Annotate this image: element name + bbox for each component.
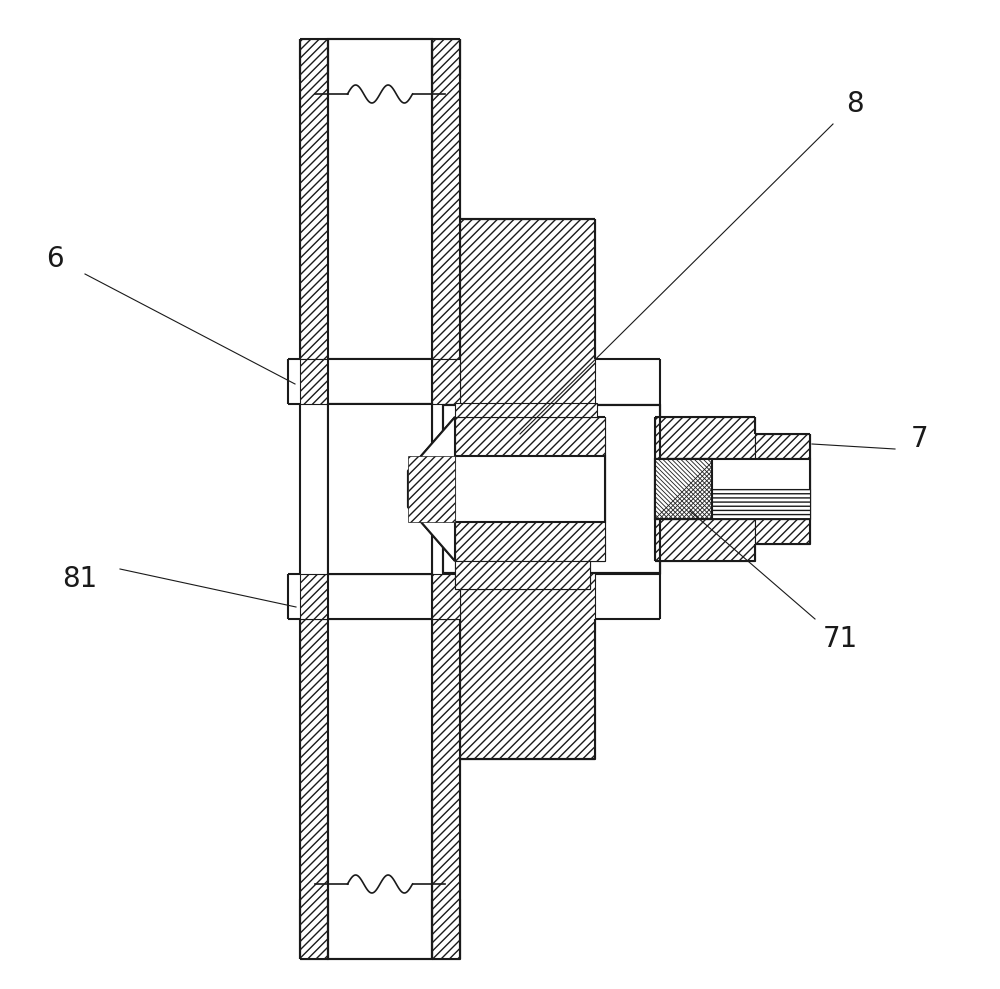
Bar	[443, 405, 660, 573]
Bar	[460, 219, 595, 759]
Bar	[300, 574, 328, 619]
Bar	[328, 359, 432, 404]
Bar	[595, 404, 660, 574]
Bar	[432, 574, 460, 619]
Text: 81: 81	[62, 565, 98, 593]
Bar	[655, 459, 810, 519]
Bar	[328, 39, 432, 359]
Bar	[655, 417, 755, 561]
Bar	[328, 404, 432, 574]
Bar	[432, 619, 460, 959]
Text: 8: 8	[846, 90, 864, 118]
Bar	[455, 403, 597, 417]
Text: 7: 7	[911, 425, 929, 453]
Text: 71: 71	[822, 625, 858, 653]
Text: 6: 6	[46, 245, 64, 273]
Bar	[300, 39, 328, 359]
Bar	[432, 359, 460, 404]
Bar	[455, 456, 605, 522]
Bar	[408, 456, 455, 522]
Bar	[655, 459, 712, 519]
Bar	[300, 359, 328, 404]
Bar	[328, 574, 432, 619]
Bar	[712, 489, 810, 519]
Bar	[300, 619, 328, 959]
Bar	[455, 417, 605, 561]
Bar	[328, 404, 432, 574]
Bar	[755, 434, 810, 544]
Polygon shape	[408, 417, 455, 561]
Bar	[328, 619, 432, 959]
Bar	[455, 561, 590, 589]
Bar	[432, 39, 460, 359]
